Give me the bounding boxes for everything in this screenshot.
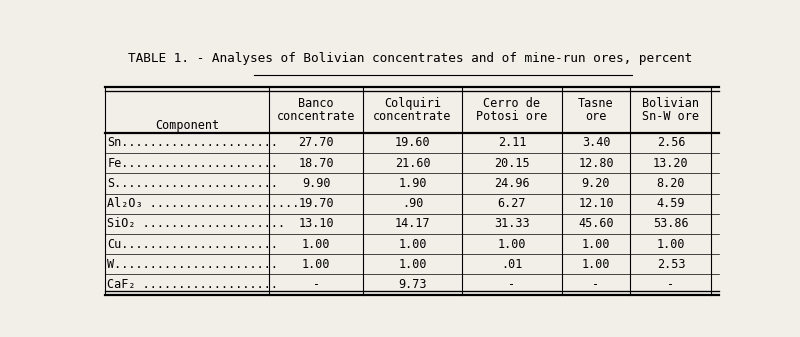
Text: 12.10: 12.10: [578, 197, 614, 210]
Text: Component: Component: [155, 119, 219, 132]
Text: 19.60: 19.60: [394, 136, 430, 149]
Text: Banco: Banco: [298, 97, 334, 110]
Text: 20.15: 20.15: [494, 157, 530, 170]
Text: Cu......................: Cu......................: [107, 238, 278, 251]
Text: 3.40: 3.40: [582, 136, 610, 149]
Text: Sn......................: Sn......................: [107, 136, 278, 149]
Text: 1.00: 1.00: [302, 238, 330, 251]
Text: 21.60: 21.60: [394, 157, 430, 170]
Text: Colquiri: Colquiri: [384, 97, 441, 110]
Text: Bolivian: Bolivian: [642, 97, 699, 110]
Text: Fe......................: Fe......................: [107, 157, 278, 170]
Text: 1.00: 1.00: [302, 258, 330, 271]
Text: 2.56: 2.56: [657, 136, 685, 149]
Text: W.......................: W.......................: [107, 258, 278, 271]
Text: Al₂O₃ .....................: Al₂O₃ .....................: [107, 197, 300, 210]
Text: 1.00: 1.00: [582, 258, 610, 271]
Text: concentrate: concentrate: [277, 110, 355, 123]
Text: 8.20: 8.20: [657, 177, 685, 190]
Text: 1.00: 1.00: [498, 238, 526, 251]
Text: 31.33: 31.33: [494, 217, 530, 231]
Text: 9.20: 9.20: [582, 177, 610, 190]
Text: 45.60: 45.60: [578, 217, 614, 231]
Text: 2.11: 2.11: [498, 136, 526, 149]
Text: 6.27: 6.27: [498, 197, 526, 210]
Text: 1.00: 1.00: [582, 238, 610, 251]
Text: 13.20: 13.20: [653, 157, 689, 170]
Text: 1.00: 1.00: [398, 258, 426, 271]
Text: -: -: [667, 278, 674, 291]
Text: .01: .01: [502, 258, 522, 271]
Text: 13.10: 13.10: [298, 217, 334, 231]
Text: 27.70: 27.70: [298, 136, 334, 149]
Text: -: -: [508, 278, 515, 291]
Text: concentrate: concentrate: [374, 110, 452, 123]
Text: 19.70: 19.70: [298, 197, 334, 210]
Text: 18.70: 18.70: [298, 157, 334, 170]
Text: 14.17: 14.17: [394, 217, 430, 231]
Text: 12.80: 12.80: [578, 157, 614, 170]
Text: -: -: [313, 278, 320, 291]
Text: 4.59: 4.59: [657, 197, 685, 210]
Text: 2.53: 2.53: [657, 258, 685, 271]
Text: Cerro de: Cerro de: [483, 97, 541, 110]
Text: 1.00: 1.00: [657, 238, 685, 251]
Text: -: -: [593, 278, 599, 291]
Text: 1.00: 1.00: [398, 238, 426, 251]
Text: Potosi ore: Potosi ore: [476, 110, 547, 123]
Text: 24.96: 24.96: [494, 177, 530, 190]
Text: TABLE 1. - Analyses of Bolivian concentrates and of mine-run ores, percent: TABLE 1. - Analyses of Bolivian concentr…: [128, 52, 692, 65]
Text: CaF₂ ...................: CaF₂ ...................: [107, 278, 278, 291]
Text: .90: .90: [402, 197, 423, 210]
Text: Sn-W ore: Sn-W ore: [642, 110, 699, 123]
Text: SiO₂ ....................: SiO₂ ....................: [107, 217, 286, 231]
Text: 53.86: 53.86: [653, 217, 689, 231]
Text: 1.90: 1.90: [398, 177, 426, 190]
Text: ore: ore: [586, 110, 606, 123]
Text: S.......................: S.......................: [107, 177, 278, 190]
Text: 9.90: 9.90: [302, 177, 330, 190]
Text: 9.73: 9.73: [398, 278, 426, 291]
Text: Tasne: Tasne: [578, 97, 614, 110]
